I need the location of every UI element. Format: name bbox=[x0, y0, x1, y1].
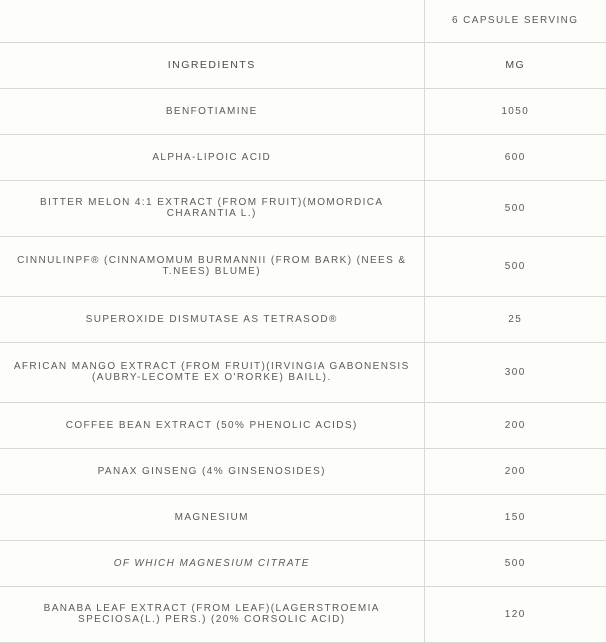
table-row: BENFOTIAMINE1050 bbox=[0, 88, 606, 134]
ingredient-mg-cell: 200 bbox=[424, 402, 606, 448]
ingredient-name-cell: BITTER MELON 4:1 EXTRACT (FROM FRUIT)(MO… bbox=[0, 180, 424, 236]
table-row: CINNULINPF® (CINNAMOMUM BURMANNII (FROM … bbox=[0, 236, 606, 296]
ingredient-mg-cell: 1050 bbox=[424, 88, 606, 134]
ingredients-table: 6 CAPSULE SERVING INGREDIENTS MG BENFOTI… bbox=[0, 0, 606, 643]
table-row: PANAX GINSENG (4% GINSENOSIDES)200 bbox=[0, 448, 606, 494]
table-row: SUPEROXIDE DISMUTASE AS TETRASOD®25 bbox=[0, 296, 606, 342]
table-body: 6 CAPSULE SERVING INGREDIENTS MG BENFOTI… bbox=[0, 0, 606, 642]
ingredient-mg-cell: 500 bbox=[424, 540, 606, 586]
ingredient-name-cell: OF WHICH MAGNESIUM CITRATE bbox=[0, 540, 424, 586]
ingredient-mg-cell: 500 bbox=[424, 236, 606, 296]
table-row: OF WHICH MAGNESIUM CITRATE500 bbox=[0, 540, 606, 586]
table-row: ALPHA-LIPOIC ACID600 bbox=[0, 134, 606, 180]
ingredient-name-cell: BANABA LEAF EXTRACT (FROM LEAF)(LAGERSTR… bbox=[0, 586, 424, 642]
ingredients-header: INGREDIENTS bbox=[0, 42, 424, 88]
ingredient-mg-cell: 200 bbox=[424, 448, 606, 494]
table-row: AFRICAN MANGO EXTRACT (FROM FRUIT)(IRVIN… bbox=[0, 342, 606, 402]
table-row: MAGNESIUM150 bbox=[0, 494, 606, 540]
column-header-row: INGREDIENTS MG bbox=[0, 42, 606, 88]
serving-row: 6 CAPSULE SERVING bbox=[0, 0, 606, 42]
serving-empty-cell bbox=[0, 0, 424, 42]
ingredient-mg-cell: 600 bbox=[424, 134, 606, 180]
ingredient-name-cell: AFRICAN MANGO EXTRACT (FROM FRUIT)(IRVIN… bbox=[0, 342, 424, 402]
ingredient-name-cell: ALPHA-LIPOIC ACID bbox=[0, 134, 424, 180]
serving-header-cell: 6 CAPSULE SERVING bbox=[424, 0, 606, 42]
table-row: BITTER MELON 4:1 EXTRACT (FROM FRUIT)(MO… bbox=[0, 180, 606, 236]
ingredient-name-cell: BENFOTIAMINE bbox=[0, 88, 424, 134]
ingredient-name-cell: MAGNESIUM bbox=[0, 494, 424, 540]
ingredient-mg-cell: 300 bbox=[424, 342, 606, 402]
ingredient-mg-cell: 120 bbox=[424, 586, 606, 642]
ingredient-name-cell: SUPEROXIDE DISMUTASE AS TETRASOD® bbox=[0, 296, 424, 342]
ingredient-mg-cell: 150 bbox=[424, 494, 606, 540]
table-row: BANABA LEAF EXTRACT (FROM LEAF)(LAGERSTR… bbox=[0, 586, 606, 642]
ingredient-name-cell: COFFEE BEAN EXTRACT (50% PHENOLIC ACIDS) bbox=[0, 402, 424, 448]
table-row: COFFEE BEAN EXTRACT (50% PHENOLIC ACIDS)… bbox=[0, 402, 606, 448]
ingredient-name-cell: PANAX GINSENG (4% GINSENOSIDES) bbox=[0, 448, 424, 494]
mg-header: MG bbox=[424, 42, 606, 88]
ingredient-mg-cell: 25 bbox=[424, 296, 606, 342]
ingredient-mg-cell: 500 bbox=[424, 180, 606, 236]
ingredient-name-cell: CINNULINPF® (CINNAMOMUM BURMANNII (FROM … bbox=[0, 236, 424, 296]
